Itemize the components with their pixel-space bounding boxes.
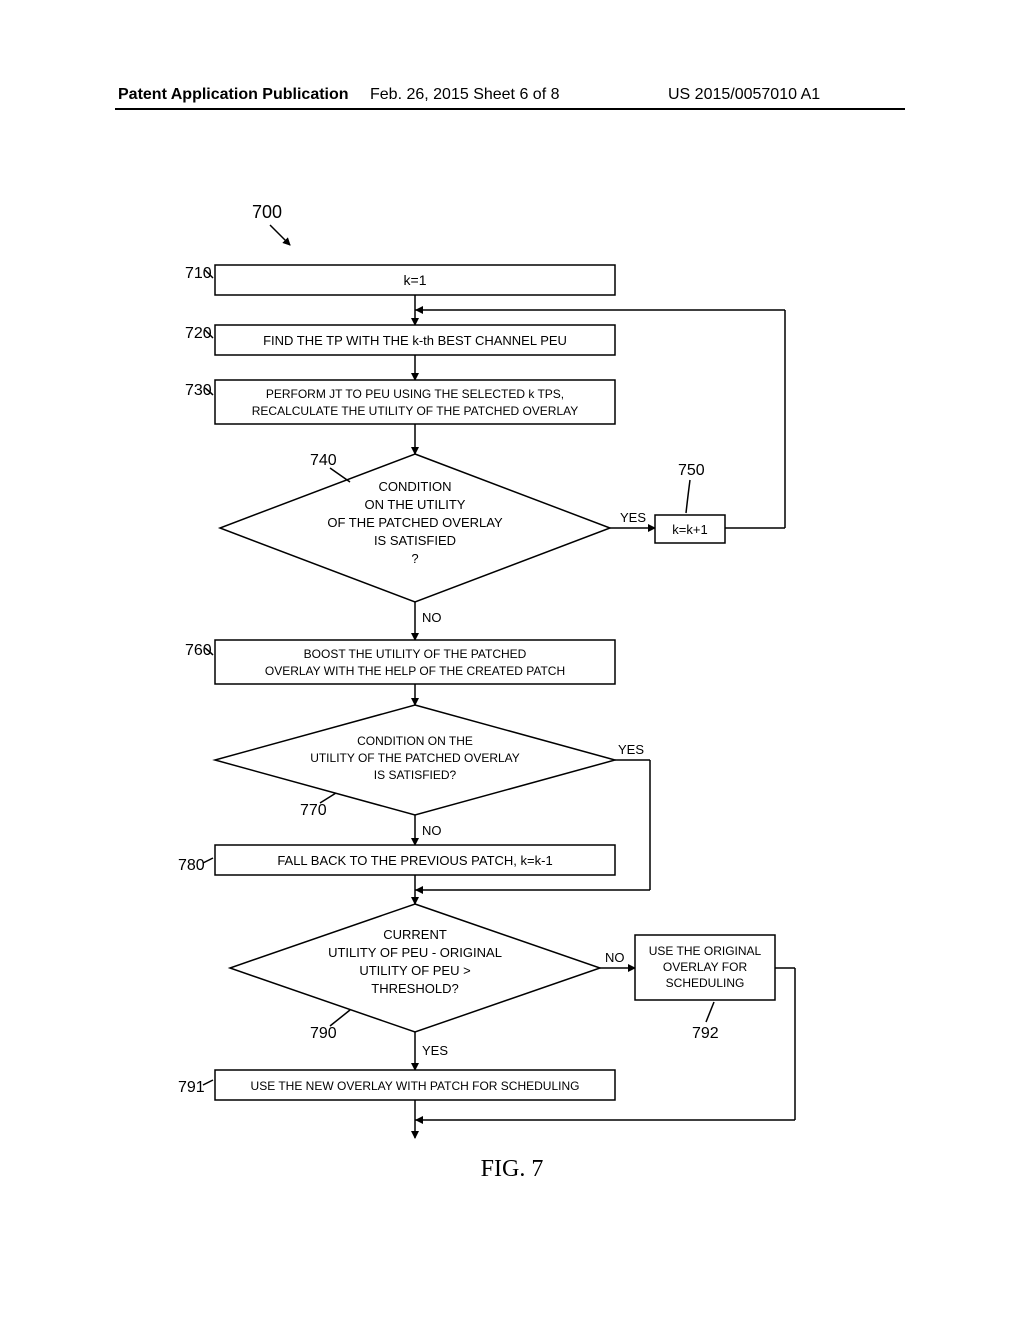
node-760-t1: BOOST THE UTILITY OF THE PATCHED <box>304 647 527 661</box>
node-740-t4: IS SATISFIED <box>374 533 456 548</box>
flowchart: 700 k=1 710 FIND THE TP WITH THE k-th BE… <box>0 190 1024 1190</box>
node-730-text2: RECALCULATE THE UTILITY OF THE PATCHED O… <box>252 404 579 418</box>
figure-caption: FIG. 7 <box>0 1156 1024 1183</box>
node-730-text1: PERFORM JT TO PEU USING THE SELECTED k T… <box>266 387 564 401</box>
ref-791: 791 <box>178 1079 205 1096</box>
ref-740: 740 <box>310 452 337 469</box>
header-date-sheet: Feb. 26, 2015 Sheet 6 of 8 <box>370 86 559 104</box>
edge-792-arrowhead <box>415 1116 423 1124</box>
node-740-t5: ? <box>411 551 418 566</box>
node-710-text: k=1 <box>404 272 427 288</box>
edge-feedback-arrowhead <box>415 306 423 314</box>
node-740-t1: CONDITION <box>379 479 452 494</box>
label-740-yes: YES <box>620 510 646 525</box>
ref-790-leader <box>330 1010 350 1026</box>
node-792-t1: USE THE ORIGINAL <box>649 944 762 958</box>
header-publication: Patent Application Publication <box>118 86 349 104</box>
label-770-no: NO <box>422 823 442 838</box>
ref-770: 770 <box>300 802 327 819</box>
ref-750: 750 <box>678 462 705 479</box>
ref-792-leader <box>706 1002 714 1022</box>
node-780-text: FALL BACK TO THE PREVIOUS PATCH, k=k-1 <box>277 853 552 868</box>
node-790-t4: THRESHOLD? <box>371 981 458 996</box>
node-790-t2: UTILITY OF PEU - ORIGINAL <box>328 945 502 960</box>
node-790-t1: CURRENT <box>383 927 447 942</box>
ref-750-leader <box>686 480 690 513</box>
label-790-no: NO <box>605 950 625 965</box>
node-792-t2: OVERLAY FOR <box>663 960 748 974</box>
label-740-no: NO <box>422 610 442 625</box>
edge-770-yes-arrowhead <box>415 886 423 894</box>
header-rule <box>115 108 905 110</box>
node-770-t2: UTILITY OF THE PATCHED OVERLAY <box>310 751 520 765</box>
ref-740-leader <box>330 468 350 482</box>
node-790-t3: UTILITY OF PEU > <box>359 963 470 978</box>
ref-790: 790 <box>310 1025 337 1042</box>
ref-700: 700 <box>252 202 282 222</box>
node-750-text: k=k+1 <box>672 522 707 537</box>
node-792-t3: SCHEDULING <box>666 976 745 990</box>
node-770-t1: CONDITION ON THE <box>357 734 473 748</box>
node-770-t3: IS SATISFIED? <box>374 768 457 782</box>
label-790-yes: YES <box>422 1043 448 1058</box>
node-740-t2: ON THE UTILITY <box>365 497 466 512</box>
label-770-yes: YES <box>618 742 644 757</box>
page-header: Patent Application Publication Feb. 26, … <box>0 86 1024 116</box>
ref-700-leader <box>270 225 290 245</box>
page: Patent Application Publication Feb. 26, … <box>0 0 1024 1320</box>
node-740-t3: OF THE PATCHED OVERLAY <box>327 515 503 530</box>
ref-770-leader <box>320 793 336 803</box>
node-791-text: USE THE NEW OVERLAY WITH PATCH FOR SCHED… <box>251 1079 580 1093</box>
node-760-t2: OVERLAY WITH THE HELP OF THE CREATED PAT… <box>265 664 565 678</box>
ref-780: 780 <box>178 857 205 874</box>
node-720-text: FIND THE TP WITH THE k-th BEST CHANNEL P… <box>263 333 567 348</box>
header-docnum: US 2015/0057010 A1 <box>668 86 820 104</box>
ref-792: 792 <box>692 1025 719 1042</box>
